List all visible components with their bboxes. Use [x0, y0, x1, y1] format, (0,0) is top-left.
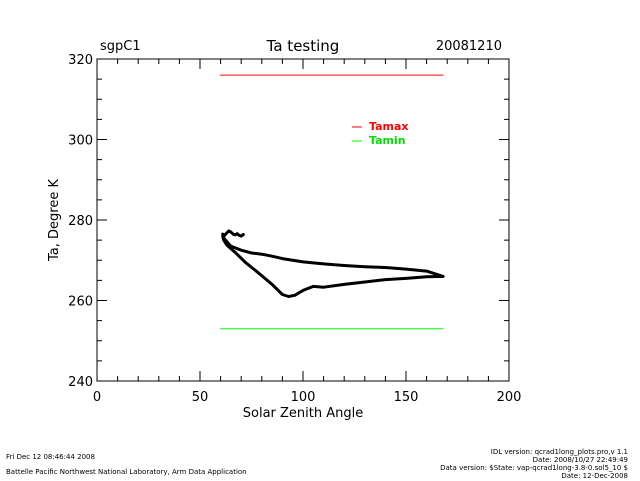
series-data-line-2: [221, 234, 445, 298]
chart-title: Ta testing: [266, 37, 340, 55]
series-data-line-3: [221, 229, 245, 238]
x-tick-label: 100: [291, 390, 316, 405]
x-axis-label: Solar Zenith Angle: [243, 406, 363, 421]
footer-timestamp: Fri Dec 12 08:46:44 2008: [6, 453, 95, 461]
date-label: 20081210: [436, 39, 502, 54]
x-tick-label: 50: [192, 390, 209, 405]
plot-frame: [96, 58, 510, 382]
y-tick-label: 280: [68, 214, 93, 229]
axis-ticks: [96, 58, 510, 382]
footer-run-date: Date: 12-Dec-2008: [561, 472, 628, 480]
y-tick-label: 320: [68, 53, 93, 68]
y-tick-label: 260: [68, 295, 93, 310]
axis-tick-labels: 0 50 100 150 200 240 260 280 300 320: [68, 53, 521, 405]
site-label: sgpC1: [100, 39, 141, 54]
legend-tamin-label: Tamin: [369, 134, 406, 147]
legend: Tamax Tamin: [352, 120, 409, 147]
footer-data-version: Data version: $State: vap-qcrad1long-3.8…: [440, 464, 628, 472]
x-tick-label: 150: [394, 390, 419, 405]
y-axis-label: Ta, Degree K: [47, 179, 62, 262]
series-layer: [220, 74, 445, 330]
x-tick-label: 200: [497, 390, 522, 405]
footer-idl-version: IDL version: qcrad1long_plots.pro,v 1.1: [490, 448, 628, 456]
y-tick-label: 300: [68, 134, 93, 149]
legend-tamax-label: Tamax: [369, 120, 409, 133]
y-tick-label: 240: [68, 375, 93, 390]
x-tick-label: 0: [93, 390, 101, 405]
footer-organization: Battelle Pacific Northwest National Labo…: [6, 468, 247, 476]
footer-file-date: Date: 2008/10/27 22:49:49: [532, 456, 628, 464]
